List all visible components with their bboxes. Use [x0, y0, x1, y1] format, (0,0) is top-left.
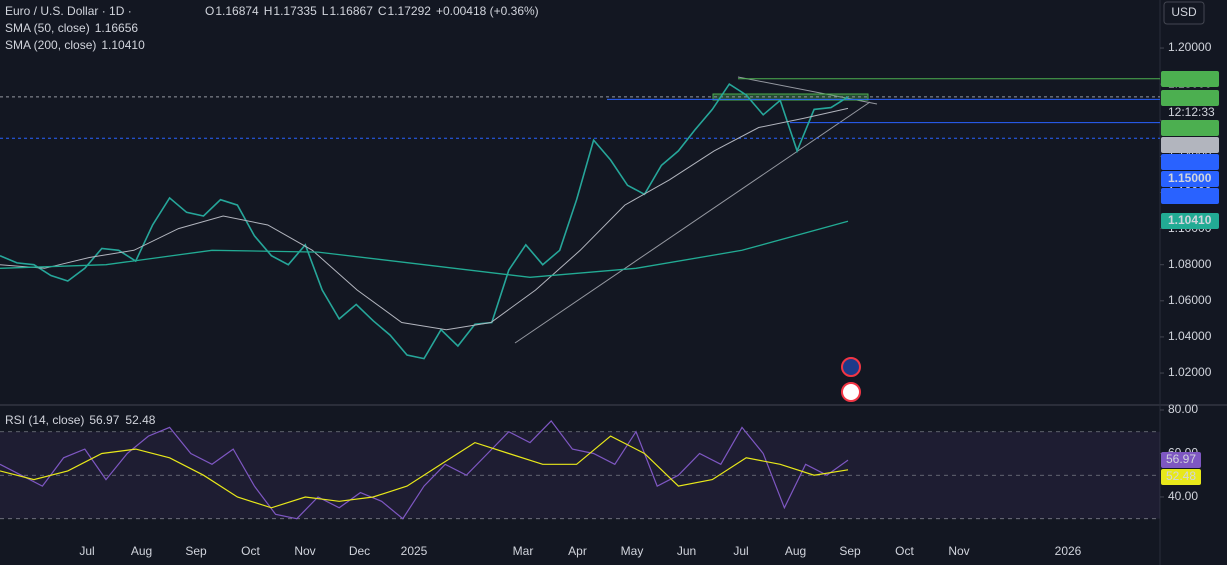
price-label-bg [1161, 213, 1219, 229]
event-icon[interactable] [841, 382, 861, 402]
x-tick-label: Jul [79, 544, 94, 558]
resistance-zone [712, 93, 869, 101]
x-tick-label: Apr [568, 544, 587, 558]
ohlc-value: 1.17292 [388, 4, 432, 18]
price-label: 1.10410 [1168, 213, 1212, 227]
x-tick-label: Jul [733, 544, 748, 558]
series-line [0, 107, 849, 331]
x-tick-label: Jun [677, 544, 696, 558]
currency-label: USD [1171, 5, 1197, 19]
y-tick-label: 1.04000 [1168, 329, 1212, 343]
countdown: 12:12:33 [1168, 105, 1215, 119]
series-line [0, 435, 849, 509]
rsi-axis-label: 56.97 [1166, 452, 1196, 466]
y-tick-label: 40.00 [1168, 489, 1198, 503]
legend-name: SMA (200, close) [5, 38, 96, 52]
ohlc-value: 1.17335 [273, 4, 317, 18]
legend-value: 1.10410 [101, 38, 145, 52]
x-tick-label: Nov [294, 544, 315, 558]
ohlc-label: H [264, 4, 273, 18]
x-tick-label: Sep [839, 544, 861, 558]
price-label-bg [1161, 188, 1219, 204]
price-label-bg [1161, 90, 1219, 106]
y-tick-label: 1.20000 [1168, 40, 1212, 54]
currency-button[interactable] [1163, 1, 1205, 25]
drawings [514, 76, 878, 402]
x-tick-label: Oct [895, 544, 914, 558]
legend-value: 1.16656 [95, 21, 139, 35]
price-label-bg [1161, 154, 1219, 170]
ohlc-label: L [322, 4, 329, 18]
x-tick-label: Oct [241, 544, 260, 558]
series-line [0, 419, 849, 520]
y-tick-label: 80.00 [1168, 402, 1198, 416]
x-tick-label: Sep [185, 544, 207, 558]
price-label-bg [1161, 120, 1219, 136]
legend-name: SMA (50, close) [5, 21, 90, 35]
y-tick-label: 1.02000 [1168, 365, 1212, 379]
ohlc-label: O [205, 4, 214, 18]
x-tick-label: Mar [513, 544, 534, 558]
y-tick-label: 1.08000 [1168, 257, 1212, 271]
x-tick-label: Aug [785, 544, 806, 558]
rsi-axis-label: 52.48 [1166, 469, 1196, 483]
series-line [0, 83, 849, 360]
rsi-value: 52.48 [125, 413, 155, 427]
rsi-value: 56.97 [89, 413, 119, 427]
ohlc-value: 1.16874 [215, 4, 259, 18]
ohlc-label: C [378, 4, 387, 18]
price-label-bg [1161, 71, 1219, 87]
y-tick-label: 1.06000 [1168, 293, 1212, 307]
price-label-bg [1161, 137, 1219, 153]
x-tick-label: Aug [131, 544, 152, 558]
event-icon[interactable] [841, 357, 861, 377]
x-tick-label: 2026 [1055, 544, 1082, 558]
x-tick-label: Dec [349, 544, 370, 558]
price-label: 1.15000 [1168, 171, 1212, 185]
rsi-label-bg [1161, 452, 1201, 468]
x-tick-label: Nov [948, 544, 969, 558]
rsi-title: RSI (14, close) [5, 413, 84, 427]
price-change: +0.00418 (+0.36%) [436, 4, 539, 18]
x-tick-label: May [621, 544, 644, 558]
countdown-bg [1161, 106, 1219, 120]
ohlc-value: 1.16867 [329, 4, 373, 18]
trend-line [514, 101, 871, 344]
series-line [0, 220, 849, 278]
price-label-bg [1161, 171, 1219, 187]
rsi-label-bg [1161, 469, 1201, 485]
x-tick-label: 2025 [401, 544, 428, 558]
symbol-title: Euro / U.S. Dollar · 1D · [5, 4, 132, 18]
